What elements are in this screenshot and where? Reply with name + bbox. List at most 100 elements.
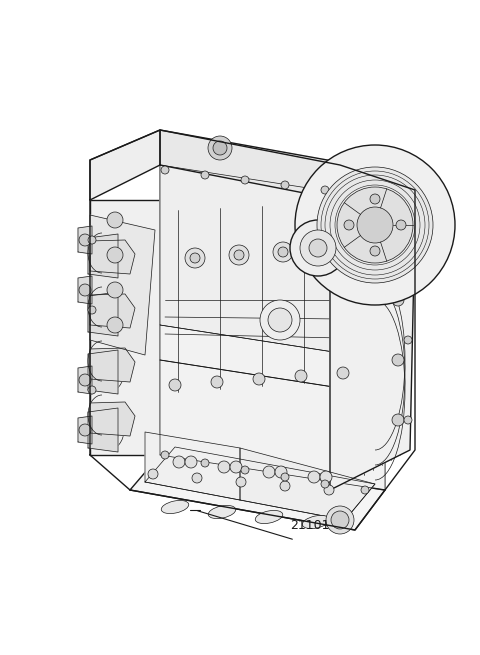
Polygon shape (78, 226, 92, 254)
Circle shape (317, 167, 433, 283)
Circle shape (281, 473, 289, 481)
Polygon shape (340, 165, 415, 220)
Circle shape (211, 376, 223, 388)
Circle shape (241, 466, 249, 474)
Circle shape (107, 247, 123, 263)
Circle shape (324, 485, 334, 495)
Circle shape (278, 247, 288, 257)
Polygon shape (160, 165, 385, 360)
Ellipse shape (255, 510, 283, 523)
Circle shape (322, 244, 332, 254)
Circle shape (218, 461, 230, 473)
Circle shape (230, 461, 242, 473)
Circle shape (234, 250, 244, 260)
Circle shape (208, 136, 232, 160)
Circle shape (79, 424, 91, 436)
Polygon shape (78, 366, 92, 394)
Polygon shape (88, 234, 118, 278)
Circle shape (337, 187, 413, 263)
Polygon shape (160, 130, 355, 200)
Ellipse shape (97, 415, 119, 445)
Polygon shape (90, 348, 135, 382)
Polygon shape (160, 325, 385, 490)
Circle shape (275, 466, 287, 478)
Circle shape (317, 239, 337, 259)
Circle shape (260, 300, 300, 340)
Polygon shape (78, 416, 92, 444)
Polygon shape (90, 130, 160, 200)
Polygon shape (78, 276, 92, 304)
Circle shape (392, 414, 404, 426)
Circle shape (268, 308, 292, 332)
Circle shape (192, 473, 202, 483)
Circle shape (263, 466, 275, 478)
Circle shape (173, 456, 185, 468)
Circle shape (229, 245, 249, 265)
Polygon shape (90, 402, 135, 436)
Circle shape (88, 236, 96, 244)
Circle shape (107, 212, 123, 228)
Circle shape (392, 234, 404, 246)
Circle shape (320, 471, 332, 483)
Circle shape (295, 145, 455, 305)
Circle shape (337, 367, 349, 379)
Polygon shape (145, 432, 240, 500)
Circle shape (201, 171, 209, 179)
Ellipse shape (302, 515, 330, 529)
Circle shape (161, 166, 169, 174)
Circle shape (88, 386, 96, 394)
Circle shape (300, 230, 336, 266)
Circle shape (281, 181, 289, 189)
Polygon shape (88, 292, 118, 336)
Circle shape (236, 477, 246, 487)
Circle shape (357, 207, 393, 243)
Circle shape (88, 306, 96, 314)
Circle shape (79, 284, 91, 296)
Circle shape (79, 374, 91, 386)
Text: 21101: 21101 (290, 519, 330, 532)
Circle shape (361, 194, 369, 202)
Circle shape (107, 317, 123, 333)
Polygon shape (90, 200, 160, 455)
Circle shape (321, 480, 329, 488)
Circle shape (213, 141, 227, 155)
Circle shape (273, 242, 293, 262)
Circle shape (253, 373, 265, 385)
Circle shape (201, 459, 209, 467)
Ellipse shape (97, 357, 119, 387)
Circle shape (361, 486, 369, 494)
Polygon shape (90, 294, 135, 328)
Circle shape (396, 220, 406, 230)
Circle shape (280, 481, 290, 491)
Circle shape (185, 248, 205, 268)
Circle shape (392, 354, 404, 366)
Polygon shape (90, 240, 135, 274)
Circle shape (148, 469, 158, 479)
Ellipse shape (97, 241, 119, 271)
Ellipse shape (208, 506, 236, 519)
Circle shape (370, 194, 380, 204)
Circle shape (321, 186, 329, 194)
Circle shape (326, 506, 354, 534)
Polygon shape (130, 455, 385, 530)
Circle shape (404, 336, 412, 344)
Ellipse shape (161, 500, 189, 514)
Circle shape (290, 220, 346, 276)
Circle shape (308, 471, 320, 483)
Circle shape (185, 456, 197, 468)
Circle shape (404, 261, 412, 269)
Polygon shape (240, 448, 375, 520)
Circle shape (107, 282, 123, 298)
Polygon shape (88, 408, 118, 452)
Circle shape (169, 379, 181, 391)
Circle shape (344, 220, 354, 230)
Circle shape (331, 511, 349, 529)
Circle shape (309, 239, 327, 257)
Circle shape (370, 246, 380, 256)
Polygon shape (88, 350, 118, 394)
Circle shape (241, 176, 249, 184)
Circle shape (295, 370, 307, 382)
Circle shape (392, 294, 404, 306)
Circle shape (161, 451, 169, 459)
Polygon shape (160, 165, 385, 490)
